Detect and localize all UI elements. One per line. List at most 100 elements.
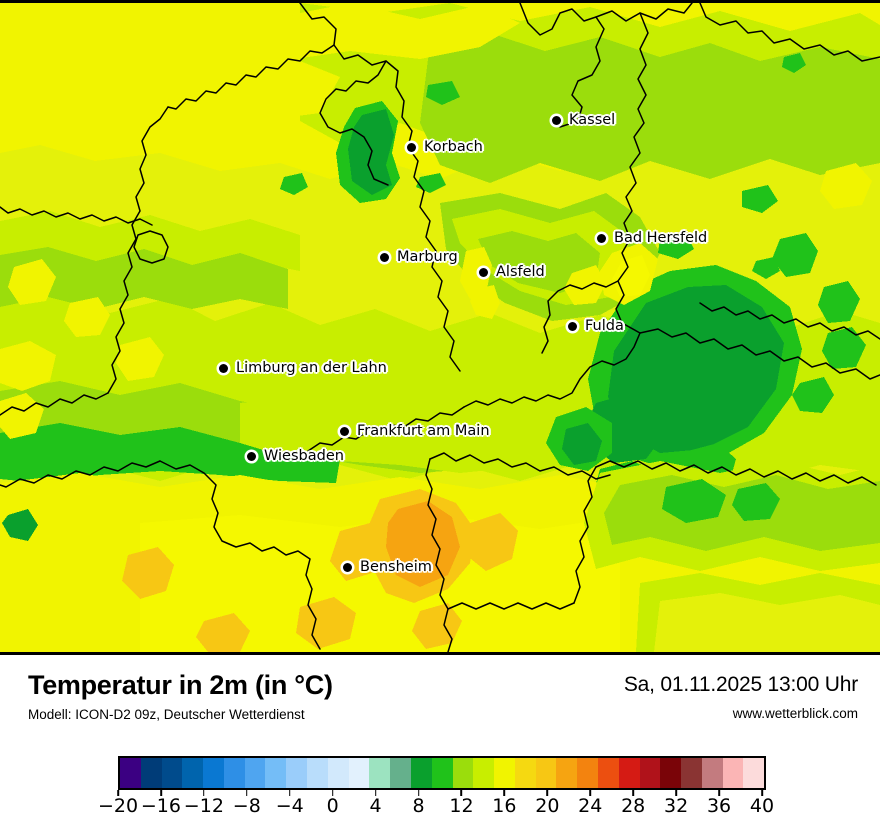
colorbar-tick-mark — [117, 790, 119, 796]
city-label: Bad Hersfeld — [614, 230, 708, 246]
city-dot-icon — [597, 233, 606, 243]
colorbar-swatch — [618, 758, 640, 788]
colorbar-swatch — [203, 758, 224, 788]
city-label: Frankfurt am Main — [357, 423, 490, 439]
colorbar-tick-mark — [632, 790, 634, 796]
city-label: Alsfeld — [496, 264, 545, 280]
colorbar-swatch — [348, 758, 370, 788]
city-label: Marburg — [397, 249, 458, 265]
colorbar-legend: −20 −16 −12 −8 −4 0 4 8 12 16 20 24 28 32 36 40 — [98, 756, 774, 822]
colorbar-tick-label: −4 — [275, 795, 304, 817]
colorbar-swatch — [514, 758, 536, 788]
colorbar-tick-label: 20 — [535, 795, 560, 817]
map-panel[interactable]: Kassel Korbach Bad Hersfeld Marburg Alsf… — [0, 0, 880, 655]
colorbar[interactable] — [118, 756, 766, 790]
city-dot-icon — [479, 267, 488, 277]
colorbar-tick-label: 40 — [749, 795, 775, 817]
colorbar-swatch — [410, 758, 432, 788]
temperature-field — [0, 3, 880, 652]
city-dot-icon — [343, 562, 352, 572]
colorbar-ticks: −20 −16 −12 −8 −4 0 4 8 12 16 20 24 28 32 36 40 — [98, 790, 774, 822]
title-block: Temperatur in 2m (in °C) Modell: ICON-D2… — [28, 671, 333, 723]
colorbar-tick-label: 24 — [578, 795, 603, 817]
city-marker-bensheim[interactable]: Bensheim — [343, 559, 432, 575]
city-marker-frankfurt-am-main[interactable]: Frankfurt am Main — [340, 423, 490, 439]
colorbar-tick-mark — [546, 790, 549, 796]
colorbar-tick-mark — [203, 790, 205, 796]
colorbar-swatch — [161, 758, 183, 788]
colorbar-tick-mark — [761, 790, 763, 796]
colorbar-swatch — [223, 758, 245, 788]
colorbar-tick-label: 36 — [706, 795, 732, 817]
colorbar-swatch — [431, 758, 453, 788]
colorbar-tick-mark — [246, 790, 248, 796]
colorbar-swatch — [140, 758, 162, 788]
colorbar-tick-mark — [288, 790, 291, 796]
city-label: Fulda — [585, 318, 624, 334]
date-block: Sa, 01.11.2025 13:00 Uhr www.wetterblick… — [624, 673, 858, 722]
colorbar-swatch — [265, 758, 287, 788]
city-label: Bensheim — [360, 559, 432, 575]
city-marker-fulda[interactable]: Fulda — [568, 318, 624, 334]
colorbar-tick-label: −16 — [140, 795, 181, 817]
colorbar-swatch — [327, 758, 349, 788]
colorbar-swatch — [639, 758, 661, 788]
colorbar-swatch — [494, 758, 515, 788]
colorbar-tick-label: 0 — [326, 795, 339, 817]
colorbar-tick-mark — [460, 790, 463, 796]
colorbar-swatch — [743, 758, 765, 788]
city-marker-korbach[interactable]: Korbach — [407, 139, 483, 155]
colorbar-tick-mark — [589, 790, 592, 796]
colorbar-tick-mark — [675, 790, 677, 796]
colorbar-tick-label: 28 — [621, 795, 646, 817]
colorbar-swatch — [535, 758, 557, 788]
colorbar-tick-label: 32 — [664, 795, 689, 817]
colorbar-tick-label: 4 — [369, 795, 382, 817]
colorbar-swatch — [182, 758, 204, 788]
colorbar-swatch — [244, 758, 266, 788]
map-canvas[interactable]: Kassel Korbach Bad Hersfeld Marburg Alsf… — [0, 3, 880, 652]
colorbar-tick-mark — [160, 790, 162, 796]
colorbar-tick-label: 8 — [412, 795, 425, 817]
city-dot-icon — [407, 142, 416, 152]
colorbar-swatch — [473, 758, 495, 788]
colorbar-swatch — [701, 758, 723, 788]
colorbar-swatch — [286, 758, 308, 788]
city-marker-kassel[interactable]: Kassel — [552, 112, 615, 128]
city-marker-bad-hersfeld[interactable]: Bad Hersfeld — [597, 230, 707, 246]
valid-datetime: Sa, 01.11.2025 13:00 Uhr — [623, 673, 858, 696]
city-label: Wiesbaden — [264, 448, 344, 464]
colorbar-tick-mark — [331, 790, 334, 796]
colorbar-swatch — [722, 758, 744, 788]
colorbar-tick-mark — [417, 790, 420, 796]
colorbar-swatch — [556, 758, 578, 788]
colorbar-swatch — [681, 758, 702, 788]
colorbar-swatch — [369, 758, 391, 788]
city-label: Limburg an der Lahn — [236, 360, 387, 376]
colorbar-swatch — [452, 758, 474, 788]
colorbar-swatch — [660, 758, 682, 788]
colorbar-tick-mark — [503, 790, 506, 796]
colorbar-swatch — [390, 758, 411, 788]
model-subtitle: Modell: ICON-D2 09z, Deutscher Wetterdie… — [28, 707, 305, 723]
colorbar-tick-label: −12 — [183, 795, 224, 817]
city-marker-limburg-an-der-lahn[interactable]: Limburg an der Lahn — [219, 360, 387, 376]
colorbar-tick-label: 16 — [492, 795, 517, 817]
city-label: Korbach — [424, 139, 483, 155]
city-marker-wiesbaden[interactable]: Wiesbaden — [247, 448, 344, 464]
city-marker-marburg[interactable]: Marburg — [380, 249, 458, 265]
colorbar-swatch — [307, 758, 328, 788]
colorbar-swatch — [120, 758, 141, 788]
city-dot-icon — [340, 426, 349, 436]
colorbar-tick-mark — [718, 790, 720, 796]
colorbar-swatch — [597, 758, 619, 788]
city-marker-alsfeld[interactable]: Alsfeld — [479, 264, 545, 280]
page-title: Temperatur in 2m (in °C) — [28, 670, 333, 700]
city-dot-icon — [568, 321, 577, 331]
colorbar-swatch — [577, 758, 598, 788]
footer: Temperatur in 2m (in °C) Modell: ICON-D2… — [0, 655, 880, 830]
city-dot-icon — [380, 252, 389, 262]
website-label: www.wetterblick.com — [732, 706, 858, 722]
colorbar-tick-label: −20 — [97, 795, 139, 817]
